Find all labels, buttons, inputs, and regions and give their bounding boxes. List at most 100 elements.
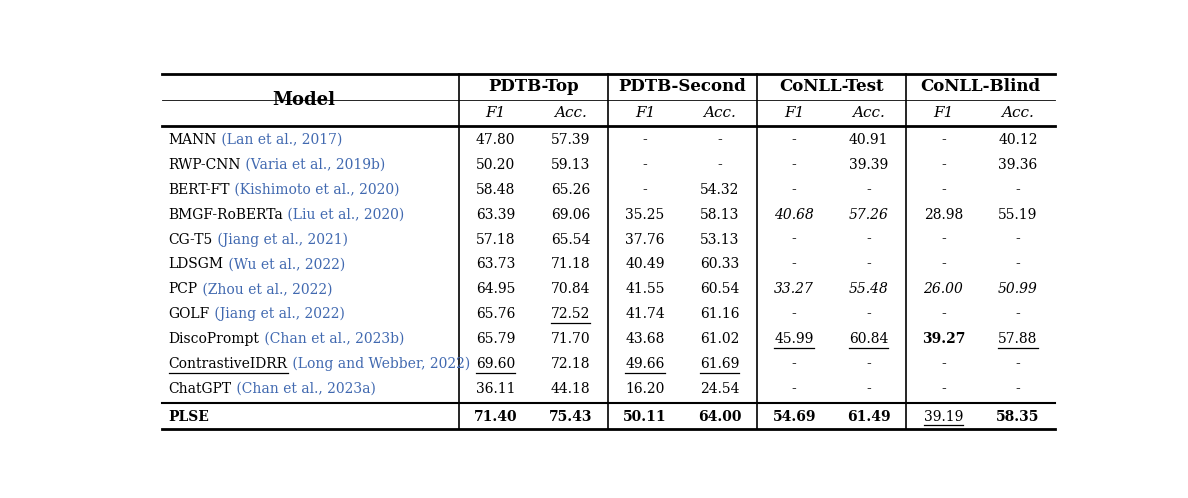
Text: CoNLL-Blind: CoNLL-Blind (921, 78, 1041, 95)
Text: 40.91: 40.91 (849, 133, 889, 147)
Text: 72.18: 72.18 (551, 357, 590, 371)
Text: -: - (718, 158, 722, 172)
Text: PDTB-Top: PDTB-Top (488, 78, 579, 95)
Text: (Chan et al., 2023a): (Chan et al., 2023a) (232, 382, 375, 396)
Text: (Kishimoto et al., 2020): (Kishimoto et al., 2020) (230, 183, 399, 197)
Text: 37.76: 37.76 (625, 233, 665, 247)
Text: DiscoPrompt: DiscoPrompt (169, 332, 259, 346)
Text: PDTB-Second: PDTB-Second (619, 78, 746, 95)
Text: -: - (941, 183, 946, 197)
Text: 50.99: 50.99 (998, 282, 1038, 296)
Text: 69.60: 69.60 (476, 357, 516, 371)
Text: F1: F1 (933, 106, 954, 120)
Text: 61.69: 61.69 (700, 357, 739, 371)
Text: 72.52: 72.52 (551, 307, 590, 321)
Text: 55.48: 55.48 (849, 282, 889, 296)
Text: 41.74: 41.74 (625, 307, 665, 321)
Text: Model: Model (272, 91, 335, 109)
Text: 65.76: 65.76 (476, 307, 516, 321)
Text: LDSGM: LDSGM (169, 257, 223, 271)
Text: 70.84: 70.84 (551, 282, 590, 296)
Text: -: - (791, 382, 796, 396)
Text: -: - (866, 257, 871, 271)
Text: 41.55: 41.55 (625, 282, 665, 296)
Text: 39.39: 39.39 (849, 158, 889, 172)
Text: (Jiang et al., 2021): (Jiang et al., 2021) (213, 233, 348, 247)
Text: (Chan et al., 2023b): (Chan et al., 2023b) (259, 332, 404, 346)
Text: (Jiang et al., 2022): (Jiang et al., 2022) (210, 307, 345, 321)
Text: 65.79: 65.79 (476, 332, 516, 346)
Text: 64.00: 64.00 (697, 410, 741, 424)
Text: F1: F1 (784, 106, 804, 120)
Text: 63.73: 63.73 (476, 257, 516, 271)
Text: -: - (643, 133, 647, 147)
Text: RWP-CNN: RWP-CNN (169, 158, 241, 172)
Text: ChatGPT: ChatGPT (169, 382, 232, 396)
Text: 24.54: 24.54 (700, 382, 739, 396)
Text: 35.25: 35.25 (625, 208, 664, 222)
Text: 57.88: 57.88 (998, 332, 1037, 346)
Text: BMGF-RoBERTa: BMGF-RoBERTa (169, 208, 284, 222)
Text: -: - (941, 133, 946, 147)
Text: -: - (941, 233, 946, 247)
Text: -: - (866, 382, 871, 396)
Text: MANN: MANN (169, 133, 217, 147)
Text: 58.13: 58.13 (700, 208, 739, 222)
Text: -: - (1016, 307, 1020, 321)
Text: F1: F1 (486, 106, 506, 120)
Text: PLSE: PLSE (169, 410, 209, 424)
Text: 16.20: 16.20 (625, 382, 664, 396)
Text: -: - (941, 158, 946, 172)
Text: Acc.: Acc. (1001, 106, 1035, 120)
Text: 57.18: 57.18 (476, 233, 516, 247)
Text: 61.16: 61.16 (700, 307, 739, 321)
Text: 60.54: 60.54 (700, 282, 739, 296)
Text: -: - (866, 233, 871, 247)
Text: -: - (643, 183, 647, 197)
Text: -: - (1016, 257, 1020, 271)
Text: 55.19: 55.19 (998, 208, 1037, 222)
Text: -: - (791, 357, 796, 371)
Text: 43.68: 43.68 (625, 332, 664, 346)
Text: -: - (941, 307, 946, 321)
Text: -: - (791, 158, 796, 172)
Text: 45.99: 45.99 (775, 332, 814, 346)
Text: -: - (941, 382, 946, 396)
Text: CG-T5: CG-T5 (169, 233, 213, 247)
Text: BERT-FT: BERT-FT (169, 183, 230, 197)
Text: F1: F1 (634, 106, 655, 120)
Text: ContrastiveIDRR: ContrastiveIDRR (169, 357, 287, 371)
Text: -: - (866, 357, 871, 371)
Text: 64.95: 64.95 (476, 282, 516, 296)
Text: (Liu et al., 2020): (Liu et al., 2020) (284, 208, 405, 222)
Text: 75.43: 75.43 (549, 410, 592, 424)
Text: 60.84: 60.84 (849, 332, 889, 346)
Text: Acc.: Acc. (554, 106, 587, 120)
Text: -: - (941, 357, 946, 371)
Text: 54.69: 54.69 (772, 410, 816, 424)
Text: 33.27: 33.27 (775, 282, 814, 296)
Text: 40.68: 40.68 (775, 208, 814, 222)
Text: 39.27: 39.27 (922, 332, 965, 346)
Text: 57.26: 57.26 (849, 208, 889, 222)
Text: 28.98: 28.98 (924, 208, 963, 222)
Text: (Varia et al., 2019b): (Varia et al., 2019b) (241, 158, 385, 172)
Text: 53.13: 53.13 (700, 233, 739, 247)
Text: 61.49: 61.49 (847, 410, 891, 424)
Text: 71.18: 71.18 (550, 257, 590, 271)
Text: 65.26: 65.26 (551, 183, 590, 197)
Text: 39.36: 39.36 (998, 158, 1037, 172)
Text: GOLF: GOLF (169, 307, 210, 321)
Text: -: - (1016, 357, 1020, 371)
Text: 71.70: 71.70 (550, 332, 590, 346)
Text: 65.54: 65.54 (551, 233, 590, 247)
Text: 40.49: 40.49 (625, 257, 665, 271)
Text: 58.35: 58.35 (997, 410, 1040, 424)
Text: 44.18: 44.18 (550, 382, 590, 396)
Text: 58.48: 58.48 (476, 183, 516, 197)
Text: 36.11: 36.11 (476, 382, 516, 396)
Text: 60.33: 60.33 (700, 257, 739, 271)
Text: (Lan et al., 2017): (Lan et al., 2017) (217, 133, 342, 147)
Text: 40.12: 40.12 (998, 133, 1037, 147)
Text: 50.11: 50.11 (624, 410, 666, 424)
